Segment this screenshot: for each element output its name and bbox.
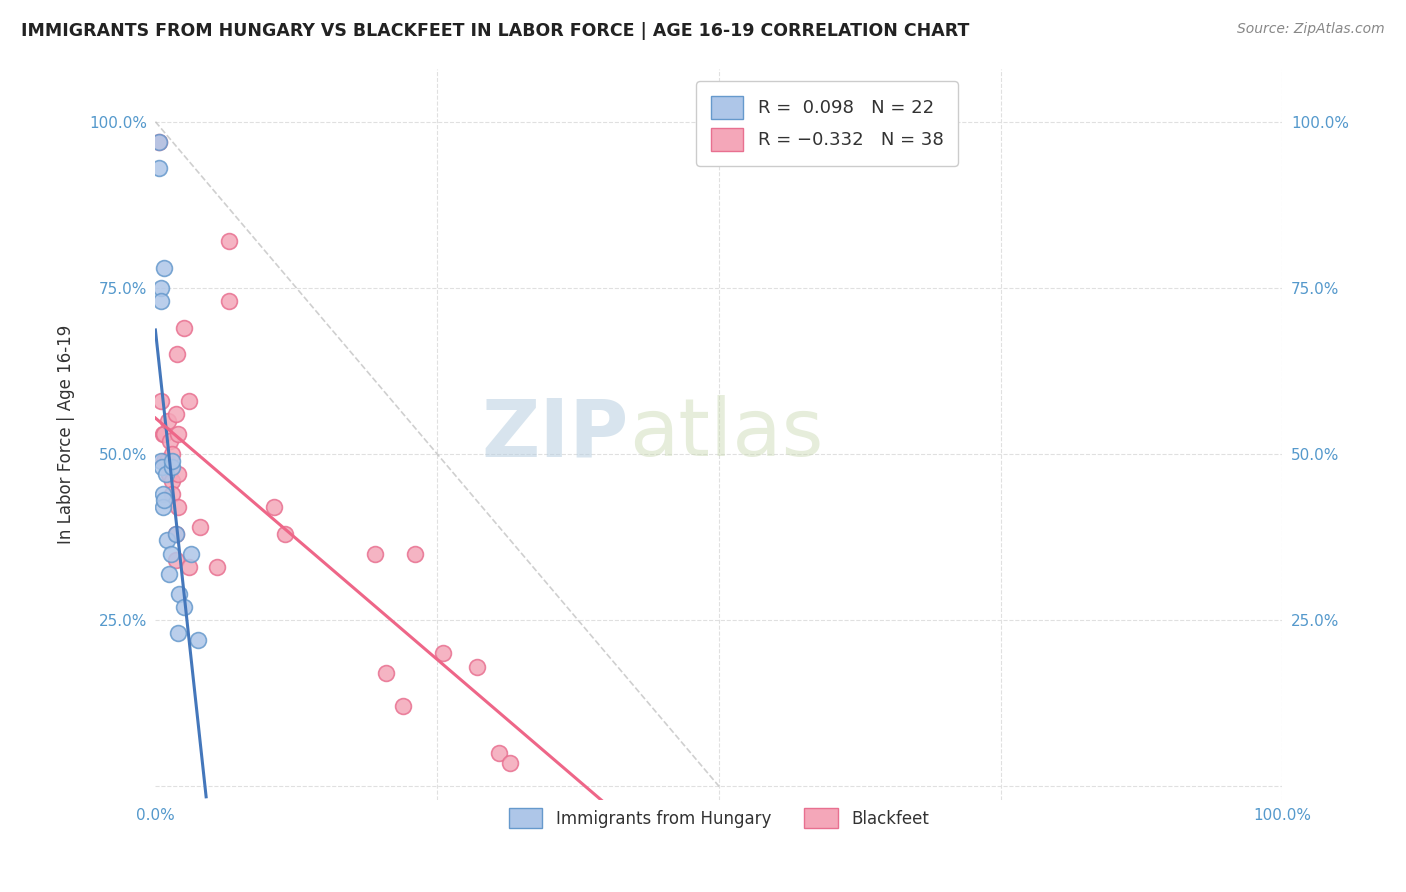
Point	[165, 553, 187, 567]
Point	[167, 427, 190, 442]
Point	[392, 699, 415, 714]
Point	[167, 467, 190, 481]
Point	[263, 500, 285, 515]
Point	[157, 467, 180, 481]
Point	[162, 460, 184, 475]
Point	[159, 434, 181, 448]
Point	[153, 453, 176, 467]
Text: IMMIGRANTS FROM HUNGARY VS BLACKFEET IN LABOR FORCE | AGE 16-19 CORRELATION CHAR: IMMIGRANTS FROM HUNGARY VS BLACKFEET IN …	[21, 22, 970, 40]
Point	[155, 467, 177, 481]
Point	[218, 294, 240, 309]
Point	[162, 487, 184, 501]
Point	[465, 659, 488, 673]
Point	[488, 746, 510, 760]
Point	[179, 560, 201, 574]
Point	[162, 453, 184, 467]
Point	[153, 260, 176, 275]
Legend: Immigrants from Hungary, Blackfeet: Immigrants from Hungary, Blackfeet	[502, 801, 935, 835]
Point	[207, 560, 229, 574]
Point	[375, 666, 398, 681]
Point	[162, 447, 184, 461]
Point	[160, 547, 183, 561]
Point	[274, 526, 297, 541]
Point	[152, 500, 174, 515]
Point	[166, 347, 188, 361]
Point	[156, 533, 179, 548]
Point	[180, 547, 202, 561]
Point	[179, 393, 201, 408]
Point	[150, 294, 173, 309]
Point	[148, 161, 170, 176]
Point	[150, 460, 173, 475]
Point	[173, 320, 195, 334]
Text: atlas: atlas	[628, 395, 823, 473]
Point	[150, 281, 173, 295]
Point	[150, 393, 173, 408]
Point	[156, 453, 179, 467]
Point	[160, 460, 183, 475]
Point	[167, 586, 190, 600]
Y-axis label: In Labor Force | Age 16-19: In Labor Force | Age 16-19	[58, 325, 75, 543]
Point	[153, 427, 176, 442]
Point	[432, 646, 454, 660]
Point	[165, 526, 187, 541]
Point	[364, 547, 387, 561]
Point	[157, 566, 180, 581]
Point	[162, 474, 184, 488]
Point	[218, 235, 240, 249]
Point	[152, 427, 174, 442]
Point	[167, 626, 190, 640]
Point	[150, 453, 173, 467]
Point	[187, 633, 209, 648]
Point	[156, 414, 179, 428]
Point	[165, 407, 187, 421]
Text: Source: ZipAtlas.com: Source: ZipAtlas.com	[1237, 22, 1385, 37]
Point	[148, 135, 170, 149]
Point	[173, 599, 195, 614]
Point	[153, 493, 176, 508]
Point	[165, 526, 187, 541]
Point	[157, 467, 180, 481]
Text: ZIP: ZIP	[481, 395, 628, 473]
Point	[499, 756, 522, 770]
Point	[404, 547, 426, 561]
Point	[152, 487, 174, 501]
Point	[190, 520, 212, 534]
Point	[148, 135, 170, 149]
Point	[167, 500, 190, 515]
